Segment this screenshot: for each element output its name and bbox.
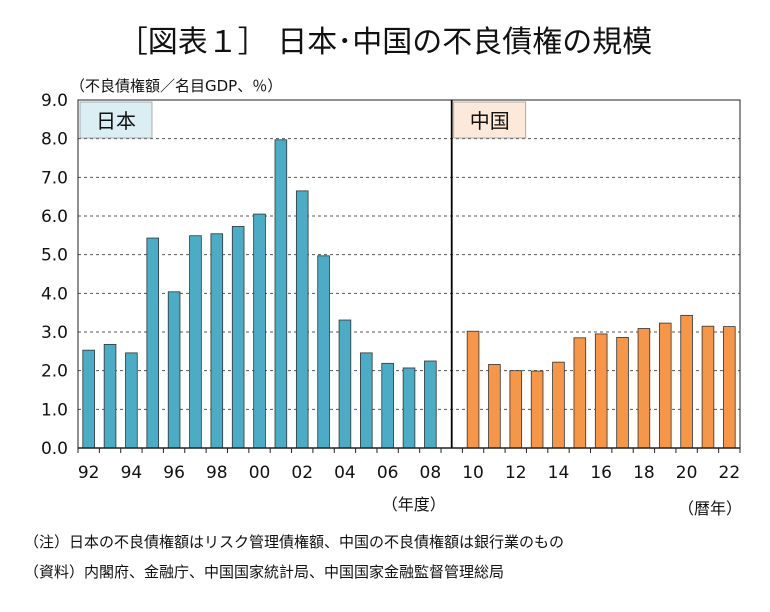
- bar: [125, 352, 138, 449]
- x-tick-label: 06: [377, 463, 399, 483]
- panel-labels: 日本 中国: [79, 101, 527, 139]
- bar: [146, 237, 160, 449]
- axes: [77, 99, 741, 453]
- bar: [701, 325, 715, 449]
- x-tick-label: 98: [206, 463, 228, 483]
- bar: [82, 349, 95, 449]
- bar: [616, 337, 629, 449]
- y-tick-label: 6.0: [41, 207, 68, 227]
- bar: [360, 352, 373, 449]
- bar: [295, 190, 309, 449]
- bar: [381, 362, 394, 449]
- bar: [103, 343, 117, 449]
- chart-canvas: ［図表１］ 日本･中国の不良債権の規模 （不良債権額／名目GDP、％） 9.0 8…: [41, 25, 742, 518]
- bar: [466, 330, 480, 449]
- chart-title: ［図表１］ 日本･中国の不良債権の規模: [118, 25, 653, 60]
- x-tick-label: 16: [590, 463, 612, 483]
- x-tick-label: 20: [676, 463, 698, 483]
- x-tick-label: 08: [420, 463, 442, 483]
- bar: [253, 213, 266, 449]
- bar-series: [82, 139, 736, 449]
- bar: [552, 361, 565, 449]
- bar: [338, 319, 352, 449]
- x-tick-label: 18: [633, 463, 655, 483]
- bar: [530, 370, 544, 449]
- y-tick-label: 9.0: [41, 91, 68, 111]
- bar: [274, 139, 288, 449]
- panel-label-box: [79, 101, 153, 139]
- bar: [167, 291, 181, 449]
- x-tick-label: 94: [121, 463, 143, 483]
- bar: [594, 333, 608, 449]
- x-tick-label: 10: [462, 463, 484, 483]
- bar: [658, 322, 672, 449]
- bar: [573, 337, 587, 449]
- bar: [424, 360, 437, 449]
- bar: [189, 235, 202, 449]
- y-tick-label: 4.0: [41, 284, 68, 304]
- y-tick-label: 7.0: [41, 168, 68, 188]
- x-unit-label-japan: （年度）: [382, 495, 446, 514]
- y-tick-label: 2.0: [41, 362, 68, 382]
- bar: [402, 367, 416, 449]
- x-tick-label: 02: [291, 463, 313, 483]
- bar: [317, 255, 330, 449]
- x-tick-label: 22: [719, 463, 741, 483]
- y-tick-label: 3.0: [41, 323, 68, 343]
- footnote: （注）日本の不良債権額はリスク管理債権額、中国の不良債権額は銀行業のもの: [24, 533, 565, 551]
- x-tick-label: 12: [505, 463, 527, 483]
- bar: [509, 370, 523, 449]
- bar: [680, 314, 693, 449]
- y-tick-label: 1.0: [41, 400, 68, 420]
- bar: [210, 233, 224, 449]
- x-tick-label: 04: [334, 463, 356, 483]
- panel-label: 日本: [96, 109, 136, 133]
- bar: [488, 364, 501, 449]
- y-tick-label: 5.0: [41, 246, 68, 266]
- y-axis-label: （不良債権額／名目GDP、％）: [70, 77, 282, 95]
- panel-label-box: [453, 101, 527, 139]
- x-tick-label: 96: [163, 463, 185, 483]
- bar: [231, 226, 245, 449]
- y-tick-label: 8.0: [41, 130, 68, 150]
- x-tick-label: 92: [78, 463, 100, 483]
- source-note: （資料）内閣府、金融庁、中国国家統計局、中国国家金融監督管理総局: [24, 563, 505, 581]
- y-tick-label: 0.0: [41, 439, 68, 459]
- bar: [723, 326, 736, 449]
- tick-labels: 9.0 8.0 7.0 6.0 5.0 4.0 3.0 2.0 1.0 0.0 92 94 96 98 00…: [41, 91, 742, 518]
- panel-label: 中国: [470, 109, 510, 133]
- x-tick-label: 00: [249, 463, 271, 483]
- bar: [637, 328, 651, 449]
- x-unit-label-china: （暦年）: [678, 499, 742, 518]
- x-tick-label: 14: [548, 463, 570, 483]
